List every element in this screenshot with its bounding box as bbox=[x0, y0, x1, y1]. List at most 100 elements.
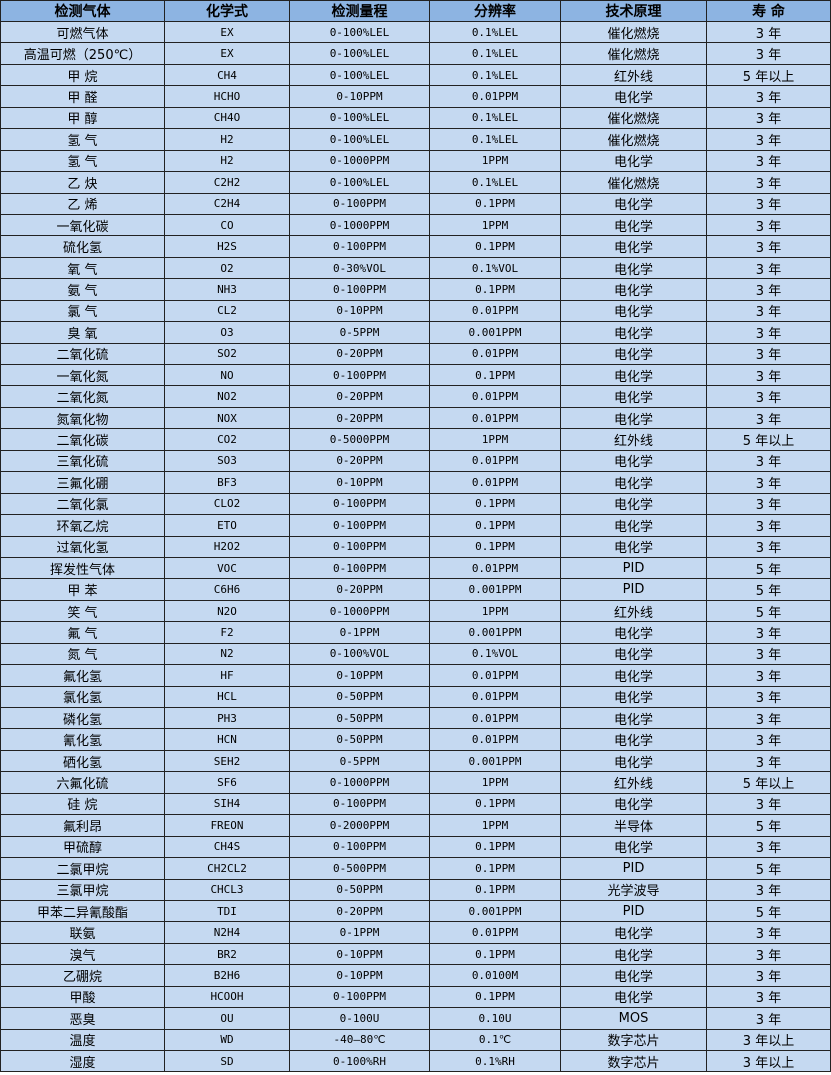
cell-range: 0-100PPM bbox=[289, 535, 430, 558]
cell-principle: PID bbox=[560, 578, 707, 601]
table-row: 三氧化硫 SO3 0-20PPM 0.01PPM 电化学 3 年 bbox=[0, 449, 831, 473]
cell-gas: 氨 气 bbox=[0, 278, 165, 301]
cell-formula: CO bbox=[164, 213, 290, 237]
cell-formula: OU bbox=[164, 1007, 290, 1030]
cell-resolution: 1PPM bbox=[429, 213, 561, 237]
cell-lifespan: 3 年 bbox=[706, 642, 831, 666]
table-row: 氨 气 NH3 0-100PPM 0.1PPM 电化学 3 年 bbox=[0, 278, 831, 301]
table-row: 氧 气 O2 0-30%VOL 0.1%VOL 电化学 3 年 bbox=[0, 256, 831, 280]
cell-formula: H2O2 bbox=[164, 535, 290, 558]
cell-lifespan: 5 年 bbox=[706, 556, 831, 580]
cell-gas: 氟化氢 bbox=[0, 664, 165, 687]
cell-resolution: 1PPM bbox=[429, 599, 561, 623]
cell-range: 0-1PPM bbox=[289, 621, 430, 644]
table-row: 氰化氢 HCN 0-50PPM 0.01PPM 电化学 3 年 bbox=[0, 728, 831, 751]
cell-resolution: 0.1PPM bbox=[429, 835, 561, 859]
cell-formula: PH3 bbox=[164, 706, 290, 730]
cell-gas: 一氧化碳 bbox=[0, 213, 165, 237]
cell-resolution: 0.1%VOL bbox=[429, 256, 561, 280]
cell-lifespan: 3 年 bbox=[706, 171, 831, 194]
cell-principle: 电化学 bbox=[560, 514, 707, 537]
header-resolution: 分辨率 bbox=[429, 0, 561, 22]
cell-range: 0-100%LEL bbox=[289, 106, 430, 130]
cell-gas: 湿度 bbox=[0, 1049, 165, 1073]
cell-lifespan: 3 年 bbox=[706, 921, 831, 944]
cell-resolution: 0.01PPM bbox=[429, 406, 561, 430]
cell-range: 0-20PPM bbox=[289, 578, 430, 601]
cell-range: 0-500PPM bbox=[289, 857, 430, 880]
cell-formula: CH4S bbox=[164, 835, 290, 859]
cell-lifespan: 5 年 bbox=[706, 599, 831, 623]
cell-gas: 甲 苯 bbox=[0, 578, 165, 601]
cell-lifespan: 5 年 bbox=[706, 814, 831, 837]
cell-gas: 甲硫醇 bbox=[0, 835, 165, 859]
cell-lifespan: 3 年 bbox=[706, 942, 831, 966]
cell-formula: N2 bbox=[164, 642, 290, 666]
cell-formula: VOC bbox=[164, 556, 290, 580]
cell-lifespan: 3 年 bbox=[706, 685, 831, 709]
cell-gas: 二氧化氮 bbox=[0, 385, 165, 408]
cell-lifespan: 5 年以上 bbox=[706, 428, 831, 451]
cell-principle: 电化学 bbox=[560, 149, 707, 173]
cell-resolution: 0.01PPM bbox=[429, 342, 561, 366]
cell-gas: 三氧化硫 bbox=[0, 449, 165, 473]
table-row: 环氧乙烷 ETO 0-100PPM 0.1PPM 电化学 3 年 bbox=[0, 514, 831, 537]
cell-range: 0-50PPM bbox=[289, 878, 430, 901]
cell-lifespan: 3 年 bbox=[706, 128, 831, 151]
cell-resolution: 1PPM bbox=[429, 814, 561, 837]
table-row: 氟利昂 FREON 0-2000PPM 1PPM 半导体 5 年 bbox=[0, 814, 831, 837]
cell-gas: 恶臭 bbox=[0, 1007, 165, 1030]
cell-resolution: 0.01PPM bbox=[429, 299, 561, 323]
table-row: 甲苯二异氰酸酯 TDI 0-20PPM 0.001PPM PID 5 年 bbox=[0, 899, 831, 923]
cell-formula: HCL bbox=[164, 685, 290, 709]
cell-formula: EX bbox=[164, 42, 290, 65]
cell-range: 0-100PPM bbox=[289, 492, 430, 516]
cell-resolution: 0.001PPM bbox=[429, 899, 561, 923]
table-row: 笑 气 N2O 0-1000PPM 1PPM 红外线 5 年 bbox=[0, 599, 831, 623]
cell-resolution: 1PPM bbox=[429, 771, 561, 794]
cell-resolution: 0.1%VOL bbox=[429, 642, 561, 666]
cell-principle: MOS bbox=[560, 1007, 707, 1030]
cell-principle: 数字芯片 bbox=[560, 1028, 707, 1052]
table-row: 过氧化氢 H2O2 0-100PPM 0.1PPM 电化学 3 年 bbox=[0, 535, 831, 558]
cell-formula: CL2 bbox=[164, 299, 290, 323]
cell-gas: 氰化氢 bbox=[0, 728, 165, 751]
cell-formula: SO2 bbox=[164, 342, 290, 366]
cell-principle: 电化学 bbox=[560, 964, 707, 987]
cell-principle: 半导体 bbox=[560, 814, 707, 837]
cell-gas: 乙硼烷 bbox=[0, 964, 165, 987]
cell-range: 0-1000PPM bbox=[289, 213, 430, 237]
cell-range: 0-100U bbox=[289, 1007, 430, 1030]
cell-formula: WD bbox=[164, 1028, 290, 1052]
cell-lifespan: 3 年 bbox=[706, 621, 831, 644]
cell-range: 0-1000PPM bbox=[289, 599, 430, 623]
cell-formula: CO2 bbox=[164, 428, 290, 451]
table-row: 三氯甲烷 CHCL3 0-50PPM 0.1PPM 光学波导 3 年 bbox=[0, 878, 831, 901]
table-row: 氢 气 H2 0-1000PPM 1PPM 电化学 3 年 bbox=[0, 149, 831, 173]
cell-gas: 二氯甲烷 bbox=[0, 857, 165, 880]
cell-gas: 乙 炔 bbox=[0, 171, 165, 194]
cell-formula: O3 bbox=[164, 321, 290, 344]
table-row: 温度 WD -40—80℃ 0.1℃ 数字芯片 3 年以上 bbox=[0, 1028, 831, 1052]
cell-gas: 硅 烷 bbox=[0, 792, 165, 816]
cell-gas: 甲酸 bbox=[0, 985, 165, 1009]
cell-resolution: 1PPM bbox=[429, 428, 561, 451]
cell-principle: 电化学 bbox=[560, 256, 707, 280]
cell-range: 0-100%LEL bbox=[289, 42, 430, 65]
cell-resolution: 0.1PPM bbox=[429, 192, 561, 215]
cell-range: 0-100PPM bbox=[289, 514, 430, 537]
cell-gas: 氮氧化物 bbox=[0, 406, 165, 430]
cell-resolution: 0.1PPM bbox=[429, 363, 561, 387]
table-row: 联氨 N2H4 0-1PPM 0.01PPM 电化学 3 年 bbox=[0, 921, 831, 944]
cell-formula: FREON bbox=[164, 814, 290, 837]
cell-gas: 乙 烯 bbox=[0, 192, 165, 215]
cell-resolution: 0.1%LEL bbox=[429, 171, 561, 194]
cell-lifespan: 5 年以上 bbox=[706, 771, 831, 794]
cell-resolution: 0.0100M bbox=[429, 964, 561, 987]
cell-lifespan: 3 年 bbox=[706, 278, 831, 301]
cell-principle: 电化学 bbox=[560, 835, 707, 859]
cell-formula: EX bbox=[164, 20, 290, 44]
cell-gas: 三氟化硼 bbox=[0, 471, 165, 494]
cell-lifespan: 3 年 bbox=[706, 256, 831, 280]
cell-lifespan: 3 年 bbox=[706, 385, 831, 408]
